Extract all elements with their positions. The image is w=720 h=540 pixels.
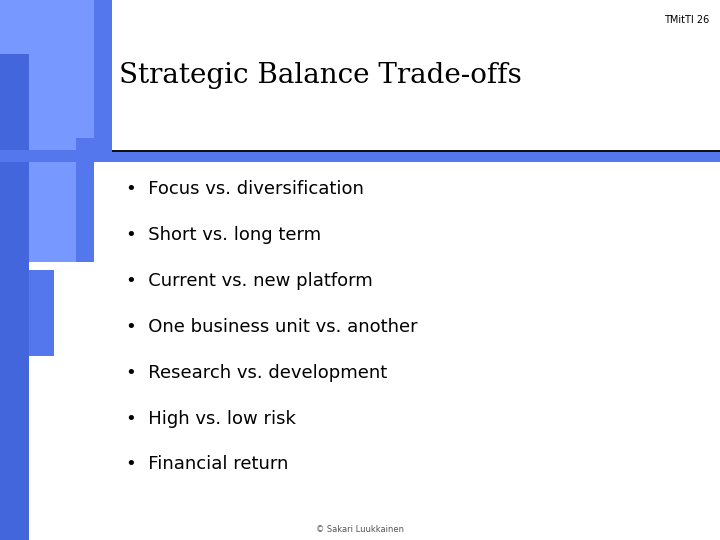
FancyBboxPatch shape — [0, 138, 94, 262]
FancyBboxPatch shape — [112, 150, 720, 152]
FancyBboxPatch shape — [0, 138, 76, 262]
FancyBboxPatch shape — [0, 150, 720, 162]
Text: •  Focus vs. diversification: • Focus vs. diversification — [126, 180, 364, 198]
FancyBboxPatch shape — [0, 54, 29, 540]
Text: •  Short vs. long term: • Short vs. long term — [126, 226, 321, 244]
Text: Strategic Balance Trade-offs: Strategic Balance Trade-offs — [119, 62, 521, 89]
Text: •  Research vs. development: • Research vs. development — [126, 363, 387, 382]
Text: •  One business unit vs. another: • One business unit vs. another — [126, 318, 418, 336]
FancyBboxPatch shape — [0, 270, 54, 356]
FancyBboxPatch shape — [0, 0, 112, 150]
FancyBboxPatch shape — [0, 0, 94, 150]
Text: TMitTI 26: TMitTI 26 — [664, 15, 709, 25]
Text: © Sakari Luukkainen: © Sakari Luukkainen — [316, 524, 404, 534]
Text: •  Current vs. new platform: • Current vs. new platform — [126, 272, 373, 290]
Text: •  High vs. low risk: • High vs. low risk — [126, 409, 296, 428]
Text: •  Financial return: • Financial return — [126, 455, 289, 474]
